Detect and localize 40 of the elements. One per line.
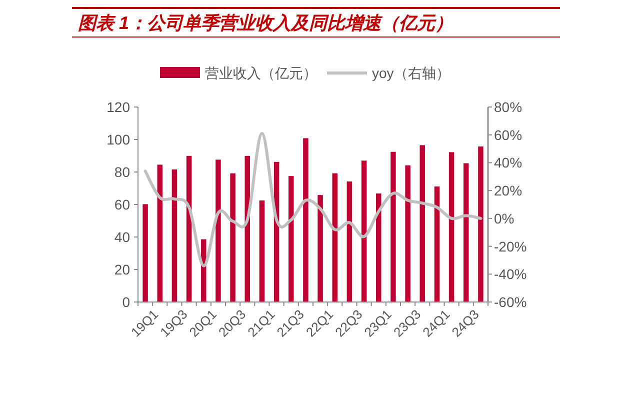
y-tick-label: 40 — [114, 229, 130, 245]
legend-label: yoy（右轴） — [372, 65, 450, 81]
chart-title: 图表 1：公司单季营业收入及同比增速（亿元） — [78, 13, 454, 33]
bar — [318, 195, 323, 302]
y-tick-label: 0 — [122, 294, 130, 310]
bar — [172, 169, 178, 302]
y2-tick-label: -40% — [494, 266, 527, 282]
bar — [420, 145, 425, 302]
bar — [201, 239, 206, 302]
y2-tick-label: 0% — [494, 210, 514, 226]
bar — [216, 160, 221, 302]
bar — [303, 138, 308, 302]
bar — [157, 164, 162, 302]
y2-tick-label: -20% — [494, 238, 527, 254]
bar — [259, 200, 265, 302]
y-tick-label: 60 — [114, 196, 130, 212]
line-series — [144, 132, 482, 268]
bar — [346, 181, 352, 302]
bar — [478, 146, 484, 302]
y-tick-label: 20 — [114, 262, 130, 278]
bar — [390, 152, 396, 302]
bar — [405, 165, 410, 302]
y2-tick-label: -60% — [494, 294, 527, 310]
bar — [230, 173, 236, 302]
bar — [376, 193, 382, 302]
y2-tick-label: 80% — [494, 99, 522, 115]
bar — [448, 152, 454, 302]
bar — [361, 160, 367, 302]
bar — [434, 186, 440, 302]
bar — [332, 173, 338, 302]
bar — [464, 163, 469, 302]
bar — [142, 204, 148, 302]
y2-tick-label: 40% — [494, 154, 522, 171]
y-tick-label: 80 — [114, 164, 130, 180]
y2-tick-label: 60% — [494, 126, 522, 143]
bar — [288, 176, 294, 302]
y-tick-label: 120 — [106, 99, 130, 115]
legend-label: 营业收入（亿元） — [205, 65, 317, 81]
y-tick-label: 100 — [106, 132, 130, 148]
y2-tick-label: 20% — [494, 182, 522, 199]
